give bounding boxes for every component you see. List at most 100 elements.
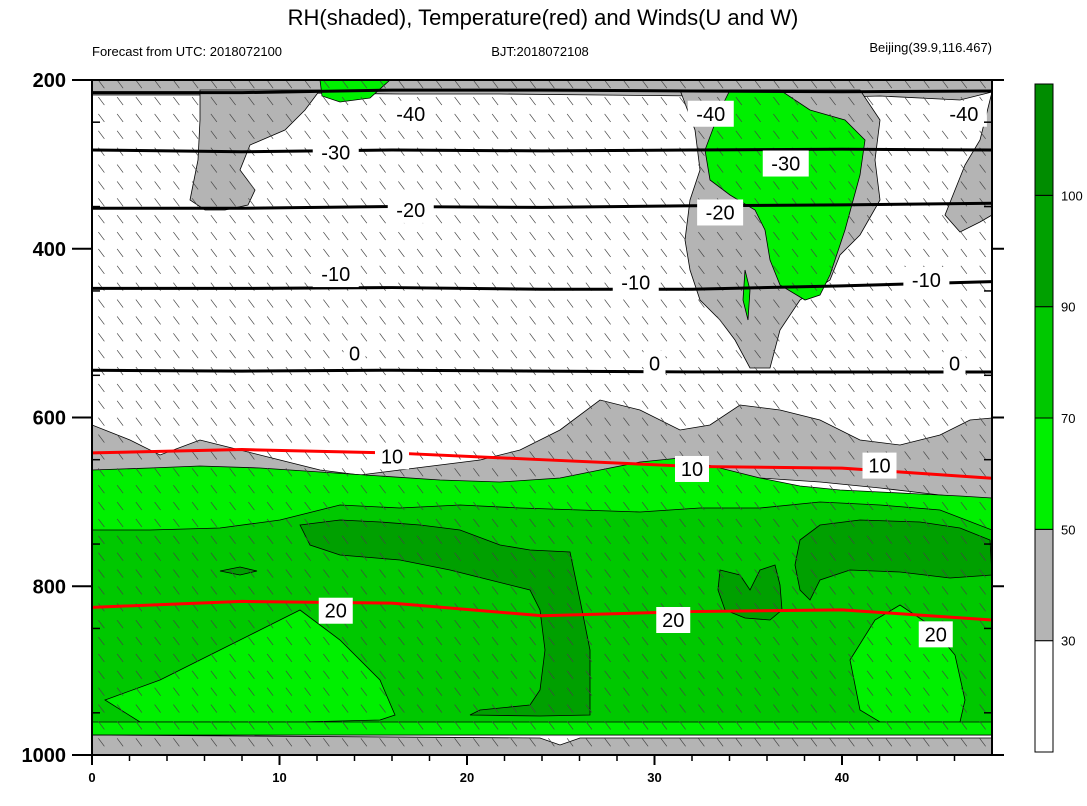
temperature-contour-line [92,201,992,210]
wind-barb [285,518,293,528]
contour-label: -10 [621,273,650,295]
wind-barb [548,80,555,89]
wind-barb [585,333,593,342]
wind-barb [510,670,518,680]
wind-barb [491,704,499,713]
temperature-contour-line [92,280,992,291]
wind-barb [960,265,968,275]
wind-barb [510,248,518,258]
wind-barb [660,552,668,561]
wind-barb [548,215,555,224]
wind-barb [604,198,611,207]
contour-label: -20 [396,200,425,222]
wind-barb [173,569,180,578]
wind-barb [941,721,949,730]
wind-barb [491,350,499,359]
wind-barb [923,248,930,258]
wind-barb [435,80,443,89]
wind-barb [135,316,143,325]
wind-barb [98,535,105,545]
wind-barb [341,636,349,646]
wind-barb [791,451,799,460]
wind-barb [791,670,799,680]
wind-barb [885,687,893,696]
wind-barb [229,704,236,713]
wind-barb [454,704,461,713]
wind-barb [754,130,761,140]
wind-barb [829,653,836,663]
wind-barb [904,721,911,730]
wind-barb [679,704,686,713]
wind-barb [248,215,255,224]
wind-barb [641,653,649,663]
wind-barb [829,383,836,393]
wind-barb [641,569,649,578]
wind-barb [173,738,180,747]
wind-barb [679,636,686,646]
wind-barb [810,164,818,173]
contour-label: 0 [349,343,360,365]
wind-barb [379,96,386,106]
wind-barb [848,96,855,106]
wind-barb [454,501,461,511]
wind-barb [173,721,180,730]
wind-barb [210,687,218,696]
wind-barb [623,96,630,106]
wind-barb [585,569,593,578]
wind-barb [266,468,274,477]
wind-barb [791,586,799,595]
wind-barb [604,552,611,561]
wind-barb [735,350,743,359]
wind-barb [566,620,574,629]
wind-barb [229,535,236,545]
wind-barb [304,248,311,258]
wind-barb [491,485,499,494]
wind-barb [341,586,349,595]
wind-barb [98,485,105,494]
wind-barb [923,80,930,89]
wind-barb [341,704,349,713]
wind-barb [698,704,705,713]
contour-label-box [918,621,953,648]
wind-barb [810,586,818,595]
wind-barb [660,704,668,713]
wind-barb [566,231,574,241]
wind-barb [491,215,499,224]
wind-barb [923,231,930,241]
wind-barb [604,80,611,89]
wind-barb [435,333,443,342]
wind-barb [904,164,911,173]
wind-barb [604,468,611,477]
wind-barb [154,738,161,747]
wind-barb [379,113,386,123]
wind-barb [454,434,461,443]
wind-barb [491,518,499,528]
wind-barb [173,316,180,325]
wind-barb [604,350,611,359]
contour-label: 0 [949,354,960,376]
wind-barb [379,333,386,342]
wind-barb [116,231,124,241]
wind-barb [829,434,836,443]
wind-barb [810,451,818,460]
wind-barb [716,417,724,426]
wind-barb [248,603,255,612]
wind-barb [529,113,536,123]
wind-barb [679,434,686,443]
wind-barb [154,248,161,258]
wind-barb [754,518,761,528]
wind-barb [416,164,424,173]
wind-barb [491,552,499,561]
wind-barb [585,721,593,730]
wind-barb [754,586,761,595]
wind-barb [566,80,574,89]
wind-barb [923,130,930,140]
wind-barb [529,198,536,207]
wind-barb [904,248,911,258]
wind-barb [398,620,405,629]
wind-barb [229,113,236,123]
wind-barb [360,586,368,595]
wind-barb [641,468,649,477]
wind-barb [285,451,293,460]
wind-barb [304,265,311,275]
